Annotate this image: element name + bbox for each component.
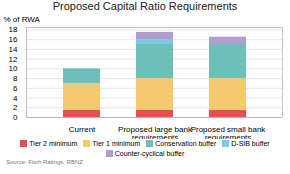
html-text:D-SIB buffer: D-SIB buffer <box>231 140 270 147</box>
html-text:Tier 2 minimum: Tier 2 minimum <box>29 140 78 147</box>
svg-text:Current: Current <box>69 125 96 134</box>
html-text:Tier 1 minimum: Tier 1 minimum <box>92 140 141 147</box>
svg-text:Proposed large bankrequirement: Proposed large bankrequirements <box>118 125 193 139</box>
svg-text:16: 16 <box>9 35 18 44</box>
svg-text:8: 8 <box>13 74 18 83</box>
html-text:Proposed Capital Ratio Require: Proposed Capital Ratio Requirements <box>52 0 238 12</box>
svg-text:14: 14 <box>9 45 18 54</box>
html-text:Counter-cyclical buffer: Counter-cyclical buffer <box>114 150 185 157</box>
svg-text:12: 12 <box>9 55 18 64</box>
svg-text:Proposed small bankrequirement: Proposed small bankrequirements <box>191 125 267 139</box>
svg-text:4: 4 <box>13 94 18 103</box>
svg-text:% of RWA: % of RWA <box>4 15 41 24</box>
svg-text:2: 2 <box>13 103 18 112</box>
html-text:Source: Fitch Ratings, RBNZ: Source: Fitch Ratings, RBNZ <box>6 159 83 165</box>
svg-text:0: 0 <box>13 113 18 122</box>
html-text:Conservation buffer: Conservation buffer <box>155 140 217 147</box>
svg-text:6: 6 <box>13 84 18 93</box>
svg-text:10: 10 <box>9 64 18 73</box>
svg-text:18: 18 <box>9 25 18 34</box>
